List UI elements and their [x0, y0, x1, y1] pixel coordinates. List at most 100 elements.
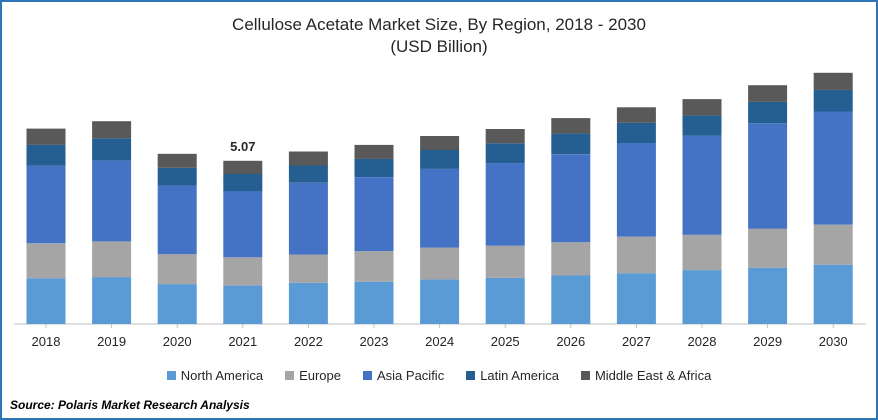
- bar-segment: [288, 151, 328, 166]
- bar-segment: [682, 234, 722, 271]
- x-tick-label: 2030: [819, 334, 848, 349]
- bar-segment: [223, 285, 263, 324]
- bar-segment: [485, 143, 525, 164]
- bar-segment: [288, 282, 328, 324]
- bar-segment: [288, 182, 328, 255]
- bar-segment: [157, 167, 197, 186]
- bar-segment: [813, 72, 853, 90]
- bar-segment: [92, 277, 132, 324]
- x-tick-label: 2023: [360, 334, 389, 349]
- bar-segment: [616, 122, 656, 143]
- bar-segment: [420, 136, 460, 150]
- bar-segment: [92, 160, 132, 242]
- x-tick-label: 2027: [622, 334, 651, 349]
- source-note: Source: Polaris Market Research Analysis: [10, 398, 250, 412]
- legend-label: Europe: [299, 368, 341, 383]
- data-label: 5.07: [230, 139, 255, 154]
- x-tick-label: 2026: [556, 334, 585, 349]
- bar-segment: [748, 101, 788, 124]
- bar-segment: [813, 264, 853, 324]
- bar-segment: [485, 245, 525, 278]
- bar-segment: [288, 165, 328, 183]
- legend-item: Asia Pacific: [363, 368, 444, 383]
- legend-swatch: [580, 371, 590, 380]
- bar-segment: [26, 243, 66, 279]
- bar-segment: [485, 129, 525, 144]
- bar-segment: [682, 270, 722, 324]
- bar-segment: [616, 273, 656, 324]
- stacked-bar-chart: 2018 2019 2020 5.07 2021 2022 2023 2024 2025 2026…: [14, 72, 866, 349]
- bar-segment: [26, 165, 66, 244]
- bar-segment: [92, 138, 132, 161]
- bar-segment: [485, 163, 525, 246]
- bar-segment: [420, 279, 460, 324]
- chart-subtitle: (USD Billion): [390, 37, 488, 56]
- x-tick-label: 2029: [753, 334, 782, 349]
- bar-segment: [288, 254, 328, 283]
- bar-segment: [420, 247, 460, 280]
- legend-swatch: [285, 371, 295, 380]
- x-tick-label: 2021: [228, 334, 257, 349]
- bar-segment: [223, 160, 263, 174]
- bar-segment: [748, 267, 788, 324]
- legend-label: Middle East & Africa: [594, 368, 712, 383]
- bar-segment: [551, 242, 591, 276]
- x-tick-label: 2022: [294, 334, 323, 349]
- chart-title: Cellulose Acetate Market Size, By Region…: [232, 15, 646, 34]
- bar-segment: [92, 241, 132, 278]
- bar-segment: [223, 191, 263, 258]
- x-tick-label: 2028: [688, 334, 717, 349]
- bar-segment: [26, 144, 66, 166]
- bar-segment: [26, 128, 66, 145]
- bar-segment: [354, 177, 394, 252]
- legend-swatch: [166, 371, 176, 380]
- legend-label: Latin America: [480, 368, 559, 383]
- legend-label: North America: [180, 368, 264, 383]
- bar-segment: [157, 284, 197, 324]
- bar-segment: [551, 275, 591, 324]
- bar-segment: [813, 224, 853, 265]
- bar-segment: [748, 228, 788, 268]
- bar-segment: [354, 158, 394, 177]
- x-tick-label: 2018: [32, 334, 61, 349]
- bar-segment: [354, 144, 394, 159]
- bar-segment: [813, 111, 853, 225]
- chart-legend: North America Europe Asia Pacific Latin Ame…: [2, 368, 876, 383]
- bar-segment: [682, 99, 722, 116]
- bar-segment: [354, 251, 394, 282]
- bar-segment: [551, 118, 591, 134]
- bar-segment: [616, 142, 656, 237]
- bar-segment: [551, 133, 591, 155]
- legend-label: Asia Pacific: [377, 368, 445, 383]
- bar-segment: [616, 236, 656, 274]
- bar-segment: [157, 153, 197, 168]
- legend-item: Middle East & Africa: [580, 368, 712, 383]
- bar-segment: [157, 185, 197, 255]
- bar-segment: [420, 168, 460, 248]
- legend-swatch: [363, 371, 372, 380]
- x-tick-label: 2020: [163, 334, 192, 349]
- legend-swatch: [466, 371, 476, 380]
- x-tick-label: 2019: [97, 334, 126, 349]
- bar-segment: [682, 115, 722, 136]
- bar-segment: [748, 123, 788, 229]
- bar-segment: [748, 85, 788, 102]
- bar-segment: [157, 254, 197, 285]
- bar-segment: [354, 281, 394, 324]
- bar-segment: [682, 135, 722, 235]
- bar-segment: [26, 278, 66, 324]
- bar-segment: [223, 174, 263, 192]
- bar-segment: [92, 121, 132, 139]
- x-tick-label: 2024: [425, 334, 454, 349]
- bar-segment: [616, 107, 656, 123]
- x-tick-label: 2025: [491, 334, 520, 349]
- legend-item: North America: [166, 368, 264, 383]
- bar-segment: [551, 154, 591, 243]
- bar-segment: [420, 149, 460, 169]
- bar-segment: [813, 89, 853, 112]
- bar-segment: [223, 257, 263, 286]
- legend-item: Latin America: [466, 368, 559, 383]
- legend-item: Europe: [285, 368, 341, 383]
- bar-segment: [485, 277, 525, 324]
